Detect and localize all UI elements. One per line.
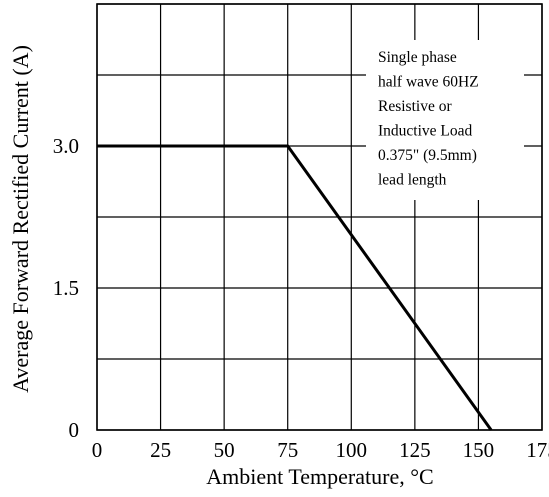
plot-border [96,3,543,431]
x-tick-label: 50 [214,438,235,462]
annotation-line: Single phase [378,49,457,66]
annotation-line: half wave 60HZ [378,74,479,91]
x-tick-label: 150 [463,438,495,462]
annotation-background [366,40,524,200]
x-tick-label: 175 [526,438,549,462]
series [97,144,493,431]
y-axis-title: Average Forward Rectified Current (A) [8,45,33,393]
y-tick-label: 3.0 [53,134,79,158]
x-tick-label: 0 [92,438,103,462]
annotation-line: Resistive or [378,98,452,115]
x-axis-title: Ambient Temperature, °C [206,464,433,489]
x-tick-label: 100 [336,438,368,462]
annotation-line: 0.375" (9.5mm) [378,147,477,164]
annotation-line: lead length [378,172,447,189]
plot-frame [96,3,543,431]
annotation-line: Inductive Load [378,123,473,140]
x-tick-label: 75 [277,438,298,462]
x-tick-label: 125 [399,438,431,462]
y-tick-label: 0 [69,418,80,442]
y-tick-label: 1.5 [53,276,79,300]
x-tick-label: 25 [150,438,171,462]
annotation: Single phase half wave 60HZ Resistive or In… [378,49,479,189]
y-tick-labels: 0 1.5 3.0 [53,134,79,442]
derating-curve [97,144,493,431]
x-tick-labels: 0 25 50 75 100 125 150 175 [92,438,549,462]
